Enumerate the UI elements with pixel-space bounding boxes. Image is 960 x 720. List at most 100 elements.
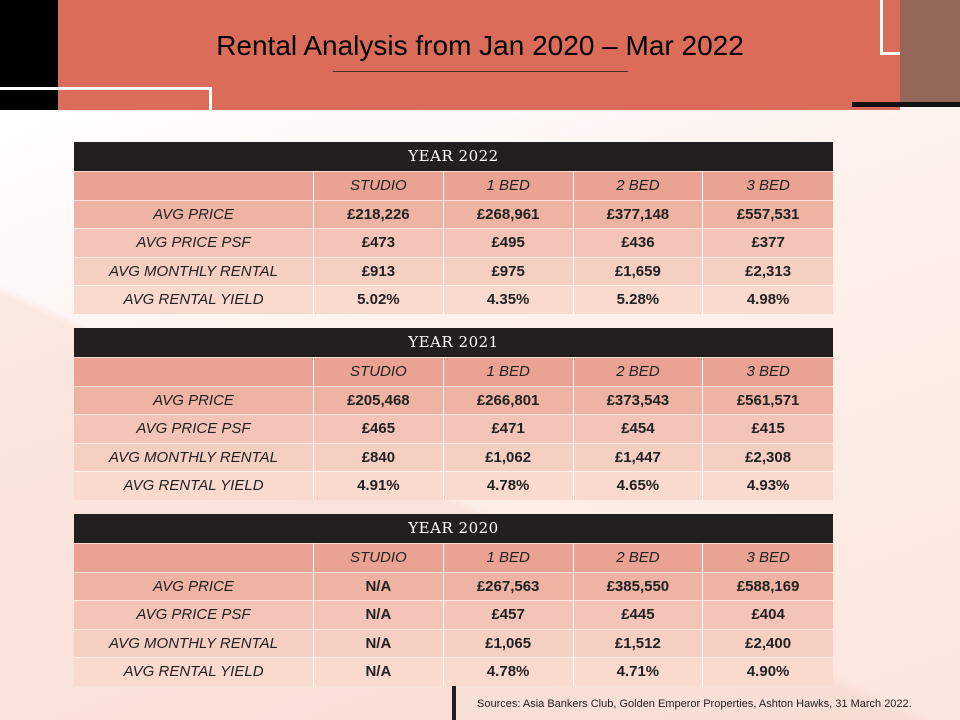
table-row: AVG PRICE PSF £473 £495 £436 £377 [74, 228, 833, 257]
table-row: AVG PRICE £205,468 £266,801 £373,543 £56… [74, 385, 833, 415]
column-header: STUDIO [314, 357, 444, 386]
table-year-2022: YEAR 2022 STUDIO 1 BED 2 BED 3 BED AVG P… [74, 142, 833, 314]
row-label: AVG PRICE PSF [74, 414, 314, 443]
table-cell: 5.28% [573, 285, 704, 314]
table-cell: £377,148 [573, 199, 704, 228]
column-header: 2 BED [573, 357, 704, 386]
column-header: 3 BED [703, 357, 833, 386]
table-cell: £218,226 [314, 199, 444, 228]
table-cell: £561,571 [703, 385, 833, 415]
empty-corner-cell [74, 543, 314, 572]
table-cell: £415 [703, 414, 833, 443]
decor-line [0, 87, 212, 90]
table-cell: £377 [703, 228, 833, 257]
table-row: AVG RENTAL YIELD 5.02% 4.35% 5.28% 4.98% [74, 285, 833, 314]
header-band [58, 0, 900, 110]
table-cell: £913 [314, 256, 444, 285]
table-row: AVG PRICE PSF N/A £457 £445 £404 [74, 600, 833, 629]
table-row: AVG PRICE PSF £465 £471 £454 £415 [74, 414, 833, 443]
table-cell: 4.71% [573, 657, 704, 686]
title-underline [333, 71, 628, 72]
table-cell: £495 [443, 228, 574, 257]
row-label: AVG PRICE [74, 571, 314, 600]
row-label: AVG RENTAL YIELD [74, 657, 314, 686]
table-cell: £373,543 [573, 385, 704, 414]
table-cell: £1,512 [573, 628, 704, 657]
table-cell: £1,447 [573, 442, 704, 471]
table-cell: £975 [443, 256, 574, 285]
column-header: 2 BED [573, 543, 704, 572]
column-header: 1 BED [443, 357, 574, 386]
table-cell: £454 [573, 414, 704, 443]
page-title: Rental Analysis from Jan 2020 – Mar 2022 [216, 30, 744, 61]
table-row: AVG MONTHLY RENTAL £840 £1,062 £1,447 £2… [74, 442, 833, 472]
table-cell: £1,659 [573, 256, 704, 285]
table-cell: 4.78% [443, 657, 574, 686]
table-cell: N/A [314, 571, 444, 600]
empty-corner-cell [74, 357, 314, 386]
column-header: 1 BED [443, 171, 574, 200]
table-cell: £588,169 [703, 571, 833, 601]
table-cell: N/A [314, 657, 444, 686]
column-header: STUDIO [314, 171, 444, 200]
row-label: AVG PRICE [74, 199, 314, 228]
table-cell: £557,531 [703, 199, 833, 229]
table-cell: £385,550 [573, 571, 704, 600]
table-year-2020: YEAR 2020 STUDIO 1 BED 2 BED 3 BED AVG P… [74, 514, 833, 686]
column-header-row: STUDIO 1 BED 2 BED 3 BED [74, 357, 833, 386]
column-header: 3 BED [703, 171, 833, 200]
column-header-row: STUDIO 1 BED 2 BED 3 BED [74, 543, 833, 572]
table-row: AVG RENTAL YIELD N/A 4.78% 4.71% 4.90% [74, 657, 833, 686]
table-cell: 4.78% [443, 471, 574, 500]
table-cell: £1,065 [443, 628, 574, 657]
table-row: AVG MONTHLY RENTAL £913 £975 £1,659 £2,3… [74, 256, 833, 286]
table-year-2021: YEAR 2021 STUDIO 1 BED 2 BED 3 BED AVG P… [74, 328, 833, 500]
table-cell: 4.90% [703, 657, 833, 686]
row-label: AVG MONTHLY RENTAL [74, 442, 314, 471]
decor-line [209, 87, 212, 110]
sources-divider [452, 686, 456, 720]
row-label: AVG RENTAL YIELD [74, 471, 314, 500]
table-cell: N/A [314, 600, 444, 629]
table-cell: £2,313 [703, 256, 833, 286]
table-header: YEAR 2021 [74, 328, 833, 357]
row-label: AVG RENTAL YIELD [74, 285, 314, 314]
table-cell: £268,961 [443, 199, 574, 228]
table-cell: £2,308 [703, 442, 833, 472]
decor-line [880, 0, 883, 55]
column-header: 2 BED [573, 171, 704, 200]
table-cell: £1,062 [443, 442, 574, 471]
table-row: AVG PRICE £218,226 £268,961 £377,148 £55… [74, 199, 833, 229]
column-header: 3 BED [703, 543, 833, 572]
table-header: YEAR 2020 [74, 514, 833, 543]
table-row: AVG PRICE N/A £267,563 £385,550 £588,169 [74, 571, 833, 601]
row-label: AVG PRICE [74, 385, 314, 414]
table-cell: £471 [443, 414, 574, 443]
table-row: AVG RENTAL YIELD 4.91% 4.78% 4.65% 4.93% [74, 471, 833, 500]
column-header: STUDIO [314, 543, 444, 572]
row-label: AVG PRICE PSF [74, 600, 314, 629]
table-cell: 4.35% [443, 285, 574, 314]
table-cell: £2,400 [703, 628, 833, 658]
decor-black-bar-right [852, 102, 960, 107]
column-header: 1 BED [443, 543, 574, 572]
table-cell: 4.91% [314, 471, 444, 500]
table-cell: £445 [573, 600, 704, 629]
table-cell: £473 [314, 228, 444, 257]
empty-corner-cell [74, 171, 314, 200]
table-cell: 4.93% [703, 471, 833, 500]
row-label: AVG MONTHLY RENTAL [74, 628, 314, 657]
decor-brown-block-right [900, 0, 960, 104]
decor-black-block-left [0, 0, 58, 110]
decor-line [880, 52, 900, 55]
table-header: YEAR 2022 [74, 142, 833, 171]
table-row: AVG MONTHLY RENTAL N/A £1,065 £1,512 £2,… [74, 628, 833, 658]
column-header-row: STUDIO 1 BED 2 BED 3 BED [74, 171, 833, 200]
sources-note: Sources: Asia Bankers Club, Golden Emper… [477, 698, 912, 710]
table-cell: 4.65% [573, 471, 704, 500]
row-label: AVG MONTHLY RENTAL [74, 256, 314, 285]
table-cell: £457 [443, 600, 574, 629]
table-cell: £465 [314, 414, 444, 443]
table-cell: £840 [314, 442, 444, 471]
table-cell: £266,801 [443, 385, 574, 414]
